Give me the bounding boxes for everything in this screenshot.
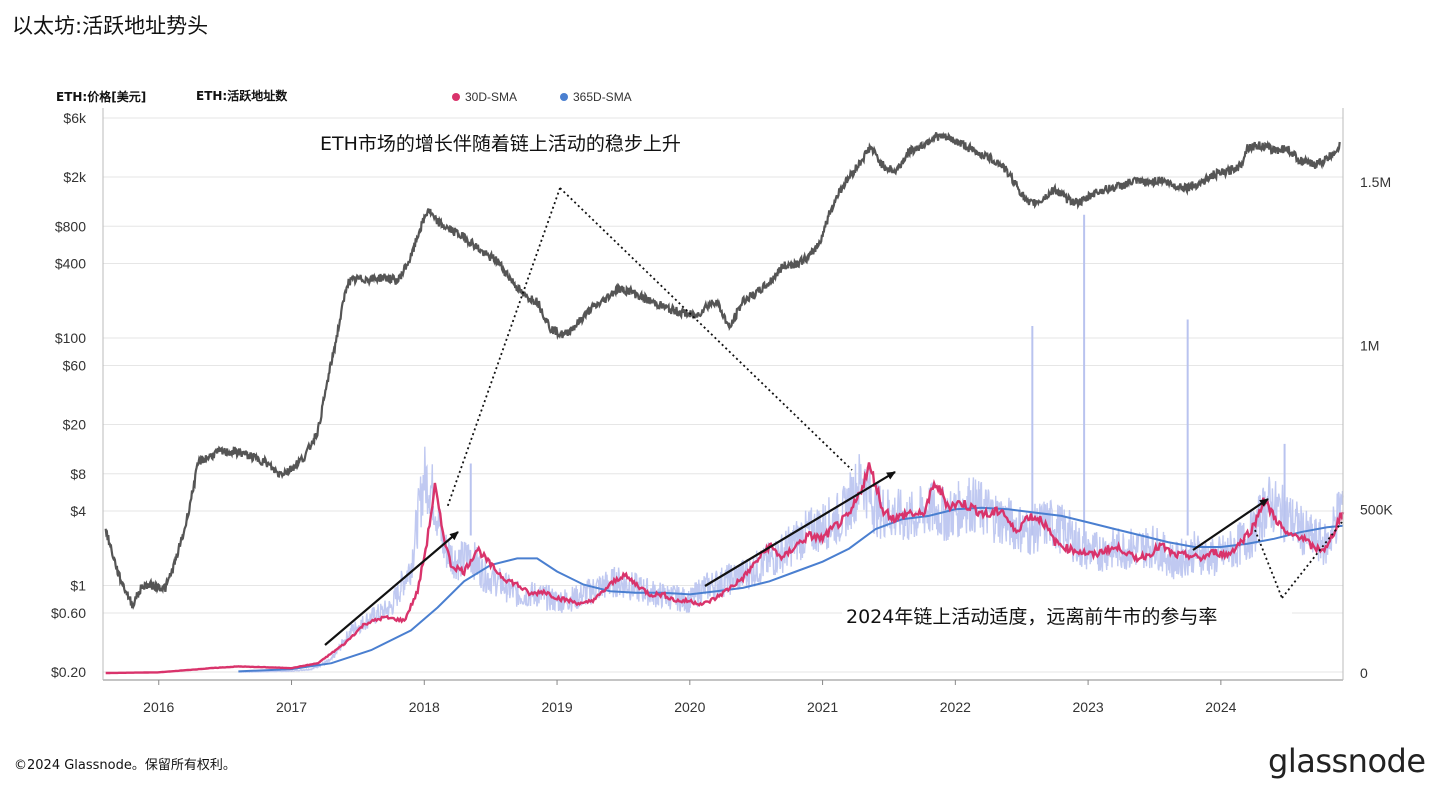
page-title: 以太坊:活跃地址势头: [12, 14, 209, 38]
left-tick-label: $60: [63, 357, 87, 373]
right-tick-label: 1M: [1360, 338, 1379, 354]
x-tick-label: 2016: [143, 699, 174, 715]
right-tick-label: 0: [1360, 665, 1368, 681]
trend-arrow: [1192, 498, 1269, 551]
right-tick-label: 1.5M: [1360, 174, 1391, 190]
copyright-text: ©2024 Glassnode。保留所有权利。: [14, 758, 236, 773]
chart-annotations: ETH市场的增长伴随着链上活动的稳步上升 2024年链上活动适度，远离前牛市的参与…: [320, 133, 1343, 646]
left-tick-label: $1: [70, 578, 86, 594]
dotted-connector: [559, 187, 853, 471]
trend-arrow: [324, 531, 459, 646]
annotation-2024: 2024年链上活动适度，远离前牛市的参与率: [846, 606, 1217, 628]
legend-sma30-dot: [452, 93, 460, 101]
chart: $6k $2k $800 $400 $100 $60 $20 $8 $4 $1 $0.60 $0.20…: [51, 88, 1393, 715]
left-tick-label: $0.60: [51, 605, 86, 621]
left-tick-label: $2k: [63, 169, 87, 185]
x-tick-label: 2020: [674, 699, 705, 715]
dotted-connector: [446, 187, 561, 509]
x-tick-label: 2021: [807, 699, 838, 715]
legend-sma365-label: 365D-SMA: [573, 90, 632, 104]
sma-365d-line: [238, 506, 1344, 673]
sma-30d-line: [105, 462, 1345, 675]
x-tick-label: 2024: [1205, 699, 1236, 715]
sma-365d-series: [238, 506, 1344, 673]
legend-price-label: ETH:价格[美元]: [56, 89, 146, 104]
left-tick-label: $800: [55, 218, 86, 234]
right-tick-label: 500K: [1360, 501, 1393, 517]
left-tick-label: $4: [70, 503, 86, 519]
chart-axes: $6k $2k $800 $400 $100 $60 $20 $8 $4 $1 $0.60 $0.20…: [51, 108, 1393, 715]
x-tick-label: 2018: [409, 699, 440, 715]
active-addresses-daily: [238, 214, 1344, 673]
active-addresses-series: [238, 446, 1344, 673]
left-tick-label: $6k: [63, 110, 87, 126]
x-tick-label: 2023: [1073, 699, 1104, 715]
left-tick-label: $20: [63, 417, 87, 433]
chart-legend: ETH:价格[美元] ETH:活跃地址数 30D-SMA 365D-SMA: [56, 88, 632, 104]
trend-arrow: [704, 471, 896, 587]
left-tick-label: $400: [55, 256, 86, 272]
x-tick-label: 2019: [541, 699, 572, 715]
eth-price-series: [104, 131, 1341, 610]
annotation-growth: ETH市场的增长伴随着链上活动的稳步上升: [320, 133, 681, 155]
left-tick-label: $8: [70, 466, 86, 482]
legend-active-label: ETH:活跃地址数: [196, 88, 288, 103]
legend-sma365-dot: [560, 93, 568, 101]
eth-price-line: [104, 131, 1341, 610]
sma-30d-series: [105, 462, 1345, 675]
x-tick-label: 2022: [940, 699, 971, 715]
annotation-2024-backdrop: [842, 598, 1292, 634]
glassnode-logo: glassnode: [1268, 742, 1426, 780]
x-tick-label: 2017: [276, 699, 307, 715]
left-tick-label: $100: [55, 330, 86, 346]
left-tick-label: $0.20: [51, 664, 86, 680]
dotted-connector: [1254, 529, 1283, 599]
dotted-connector: [1281, 521, 1343, 599]
legend-sma30-label: 30D-SMA: [465, 90, 517, 104]
